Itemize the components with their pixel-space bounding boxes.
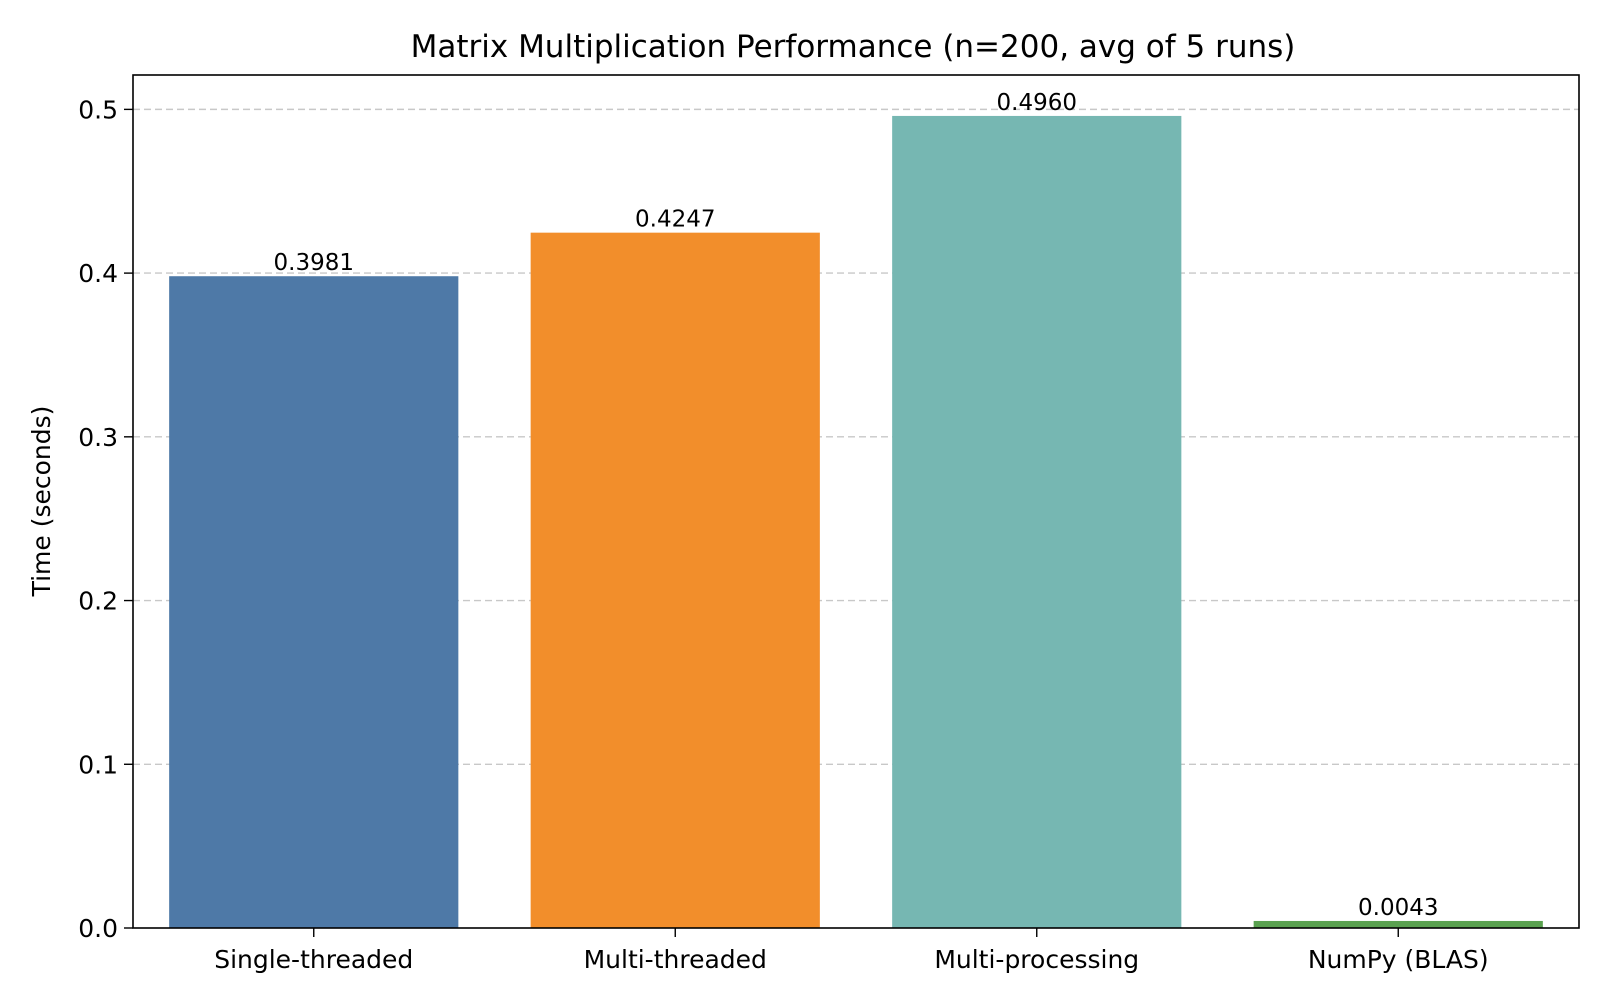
y-axis-label: Time (seconds)	[27, 406, 56, 598]
y-tick-label: 0.5	[78, 95, 118, 124]
chart-title: Matrix Multiplication Performance (n=200…	[411, 29, 1296, 65]
bars	[169, 115, 1543, 928]
x-tick-label: Single-threaded	[214, 945, 413, 974]
gridlines	[133, 108, 1579, 765]
bar	[892, 115, 1182, 928]
data-labels: 0.3981 0.4247 0.4960 0.0043	[274, 90, 1439, 921]
plot-frame	[132, 74, 1580, 929]
y-tick-label: 0.4	[78, 259, 118, 288]
y-tick-label: 0.1	[78, 750, 118, 779]
y-tick-label: 0.0	[78, 914, 118, 943]
x-tick-label: NumPy (BLAS)	[1308, 945, 1489, 974]
y-axis-ticks: 0.0 0.1 0.2 0.3 0.4 0.5	[78, 95, 133, 943]
x-tick-label: Multi-processing	[934, 945, 1139, 974]
bar	[169, 276, 459, 928]
bar-value-label: 0.0043	[1358, 895, 1438, 921]
bar-value-label: 0.3981	[274, 250, 354, 276]
bar	[1253, 920, 1543, 928]
x-tick-label: Multi-threaded	[584, 945, 767, 974]
bar-value-label: 0.4960	[997, 90, 1077, 116]
y-tick-label: 0.3	[78, 423, 118, 452]
bar-value-label: 0.4247	[635, 207, 715, 233]
y-tick-label: 0.2	[78, 587, 118, 616]
x-axis-ticks: Single-threaded Multi-threaded Multi-proce…	[214, 928, 1489, 974]
bar	[530, 232, 820, 928]
